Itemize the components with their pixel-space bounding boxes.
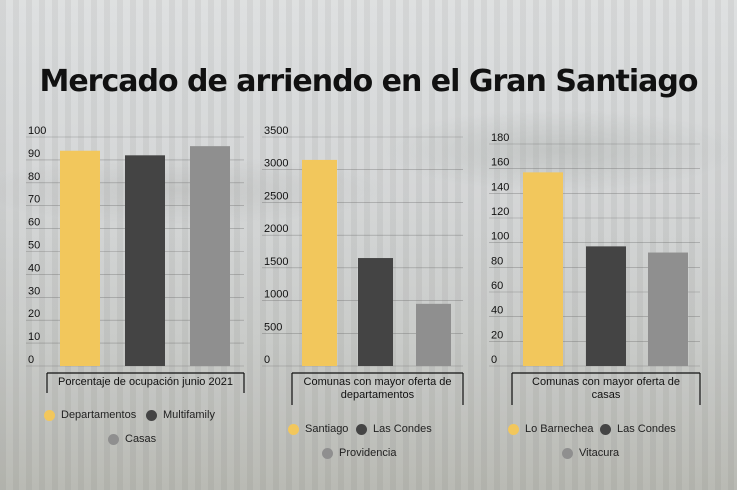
y-tick-label: 1000	[264, 289, 288, 301]
legend-item: Lo Barnechea	[508, 423, 594, 435]
x-axis-label: casas	[592, 389, 621, 401]
y-tick-label: 10	[28, 331, 40, 343]
legend-label: Casas	[125, 433, 157, 445]
y-tick-label: 80	[491, 255, 503, 267]
y-tick-label: 3500	[264, 125, 288, 137]
y-tick-label: 2000	[264, 223, 288, 235]
legend-swatch	[562, 447, 573, 459]
y-tick-label: 0	[264, 354, 270, 366]
y-tick-label: 1500	[264, 256, 288, 268]
bar-casas	[190, 146, 230, 366]
legend-swatch	[288, 423, 299, 435]
y-tick-label: 80	[28, 171, 40, 183]
y-tick-label: 120	[491, 206, 509, 218]
y-tick-label: 100	[28, 125, 46, 137]
legend-label: Departamentos	[61, 409, 137, 421]
legend-label: Las Condes	[373, 423, 432, 435]
y-tick-label: 140	[491, 181, 509, 193]
x-axis-label: Comunas con mayor oferta de	[304, 376, 452, 388]
legend-swatch	[508, 423, 519, 435]
y-tick-label: 40	[491, 305, 503, 317]
legend-item: Las Condes	[600, 423, 676, 435]
legend-swatch	[356, 423, 367, 435]
legend-label: Lo Barnechea	[525, 423, 594, 435]
y-tick-label: 180	[491, 132, 509, 144]
bar-las-condes	[358, 258, 393, 366]
legend-item: Multifamily	[146, 409, 215, 421]
page-title: Mercado de arriendo en el Gran Santiago	[39, 64, 698, 99]
legend-swatch	[322, 447, 333, 459]
x-axis-label: Porcentaje de ocupación junio 2021	[58, 376, 233, 388]
bar-las-condes	[586, 246, 626, 366]
y-tick-label: 100	[491, 231, 509, 243]
y-tick-label: 0	[491, 354, 497, 366]
y-tick-label: 70	[28, 194, 40, 206]
y-tick-label: 500	[264, 321, 282, 333]
y-tick-label: 0	[28, 354, 34, 366]
bar-santiago	[302, 159, 337, 366]
bar-multifamily	[125, 155, 165, 366]
legend-item: Santiago	[288, 423, 348, 435]
bar-vitacura	[648, 252, 688, 366]
legend-swatch	[108, 433, 119, 445]
bar-providencia	[416, 303, 451, 366]
x-axis-label: Comunas con mayor oferta de	[532, 376, 680, 388]
x-axis-label: departamentos	[341, 389, 415, 401]
y-tick-label: 20	[28, 308, 40, 320]
y-tick-label: 50	[28, 240, 40, 252]
y-tick-label: 60	[28, 217, 40, 229]
legend-item: Vitacura	[562, 447, 619, 459]
legend-label: Multifamily	[163, 409, 215, 421]
bar-departamentos	[60, 150, 100, 366]
y-tick-label: 60	[491, 280, 503, 292]
legend-label: Providencia	[339, 447, 397, 459]
legend-item: Las Condes	[356, 423, 432, 435]
y-tick-label: 90	[28, 148, 40, 160]
y-tick-label: 2500	[264, 190, 288, 202]
legend-label: Las Condes	[617, 423, 676, 435]
y-tick-label: 20	[491, 329, 503, 341]
legend-item: Providencia	[322, 447, 396, 459]
y-tick-label: 30	[28, 285, 40, 297]
legend-label: Santiago	[305, 423, 349, 435]
legend-swatch	[146, 409, 157, 421]
y-tick-label: 160	[491, 157, 509, 169]
legend-label: Vitacura	[579, 447, 620, 459]
legend-swatch	[600, 423, 611, 435]
y-tick-label: 3000	[264, 158, 288, 170]
bar-lo-barnechea	[523, 172, 563, 366]
legend-item: Casas	[108, 433, 156, 445]
legend-swatch	[44, 409, 55, 421]
y-tick-label: 40	[28, 262, 40, 274]
legend-item: Departamentos	[44, 409, 136, 421]
